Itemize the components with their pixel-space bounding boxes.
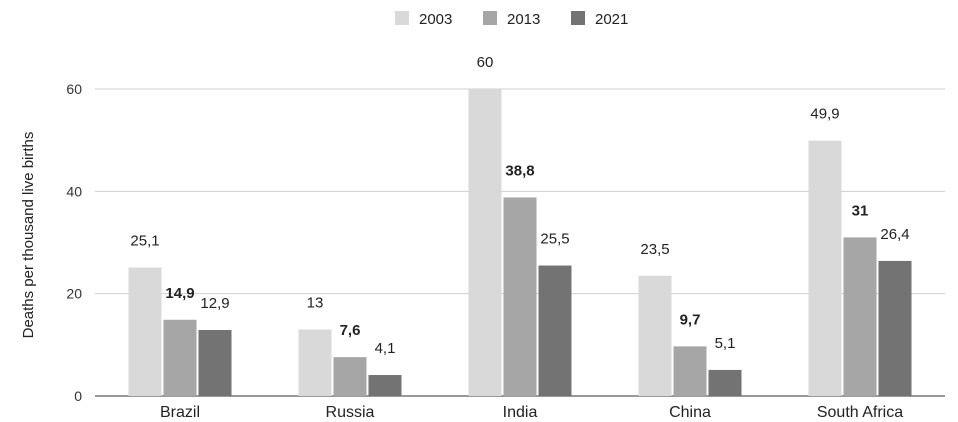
- data-label: 25,1: [130, 233, 159, 250]
- bar-india-2013: [503, 197, 537, 396]
- legend-swatch: [483, 11, 497, 25]
- data-label: 26,4: [880, 226, 909, 243]
- bar-china-2003: [638, 275, 672, 396]
- legend-label: 2013: [507, 11, 540, 28]
- data-label: 31: [852, 202, 869, 219]
- y-axis-ticks: 0 20 40 60: [66, 81, 82, 404]
- legend-swatch: [571, 11, 585, 25]
- data-labels: 25,1 14,9 12,9 13 7,6 4,1 60 38,8 25,5 23,5 9,7 5,1…: [130, 54, 909, 357]
- data-label: 9,7: [680, 311, 701, 328]
- data-label: 49,9: [810, 106, 839, 123]
- data-label: 25,5: [540, 231, 569, 248]
- legend: 2003 2013 2021: [395, 11, 628, 28]
- bar-south-africa-2013: [843, 237, 877, 396]
- data-label: 14,9: [165, 285, 194, 302]
- bar-south-africa-2003: [808, 140, 842, 396]
- x-axis-categories: Brazil Russia India China South Africa: [160, 404, 903, 421]
- data-label: 23,5: [640, 241, 669, 258]
- bar-russia-2021: [368, 375, 402, 396]
- data-label: 12,9: [200, 295, 229, 312]
- bar-south-africa-2021: [878, 260, 912, 396]
- legend-label: 2021: [595, 11, 628, 28]
- bar-brazil-2013: [163, 319, 197, 396]
- category-label: China: [669, 404, 711, 421]
- legend-swatch: [395, 11, 409, 25]
- data-label: 13: [307, 294, 324, 311]
- bar-brazil-2021: [198, 329, 232, 396]
- bar-russia-2003: [298, 329, 332, 396]
- category-label: Russia: [326, 404, 375, 421]
- data-label: 7,6: [340, 322, 361, 339]
- y-tick-label: 0: [74, 388, 82, 404]
- bar-china-2013: [673, 346, 707, 396]
- data-label: 5,1: [715, 335, 736, 352]
- bar-india-2003: [468, 89, 502, 396]
- y-tick-label: 20: [66, 286, 82, 302]
- bar-russia-2013: [333, 357, 367, 396]
- legend-label: 2003: [419, 11, 452, 28]
- data-label: 4,1: [375, 340, 396, 357]
- data-label: 38,8: [505, 162, 534, 179]
- category-label: South Africa: [817, 404, 903, 421]
- y-axis-label: Deaths per thousand live births: [20, 132, 37, 339]
- category-label: India: [503, 404, 538, 421]
- bar-china-2021: [708, 369, 742, 396]
- data-label: 60: [477, 54, 494, 71]
- bar-brazil-2003: [128, 267, 162, 396]
- bars: [128, 89, 912, 396]
- y-tick-label: 60: [66, 81, 82, 97]
- y-tick-label: 40: [66, 183, 82, 199]
- bar-india-2021: [538, 265, 572, 396]
- category-label: Brazil: [160, 404, 200, 421]
